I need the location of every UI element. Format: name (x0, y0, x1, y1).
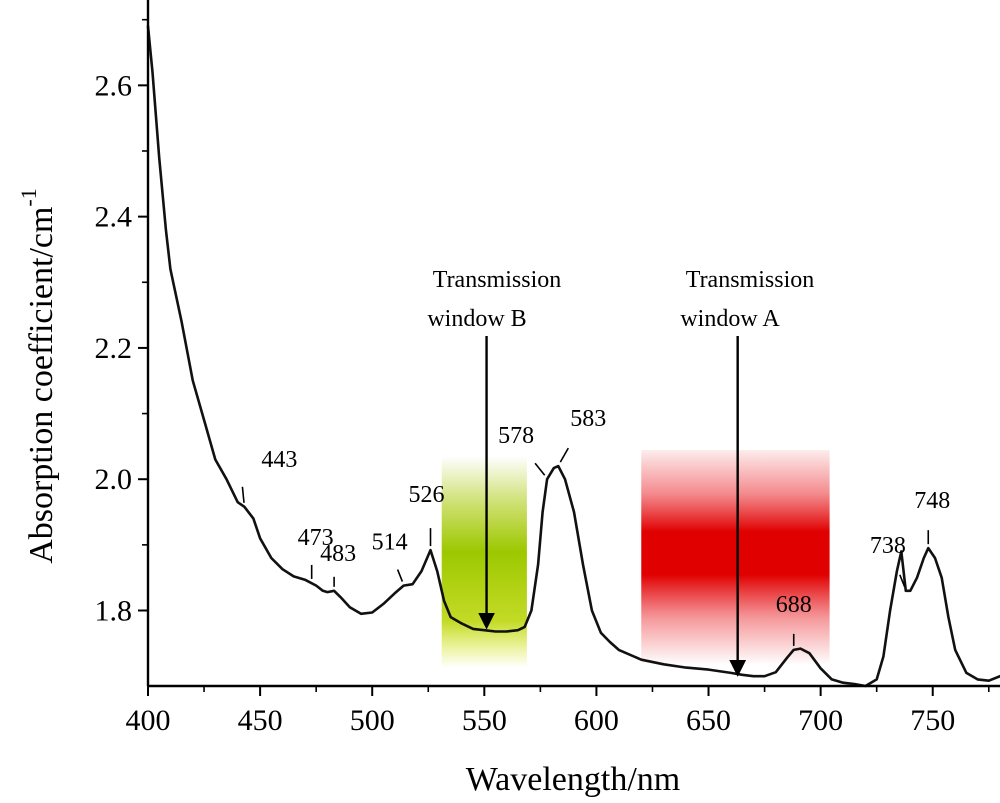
transmission-band-a (641, 450, 830, 665)
axes (146, 0, 1000, 688)
peak-label-443: 443 (261, 447, 297, 473)
peak-leader-line (559, 447, 569, 463)
window-label-line2: window A (680, 306, 780, 332)
x-tick-label: 650 (686, 704, 731, 737)
y-axis-title-sup: -1 (16, 188, 41, 206)
peak-label-688: 688 (776, 592, 812, 618)
peak-label-583: 583 (570, 406, 606, 432)
y-axis-title-main: Absorption coefficient/cm (23, 207, 60, 564)
y-tick-label: 2.2 (95, 332, 133, 365)
window-label-line1: Transmission (686, 267, 814, 293)
y-tick-label: 1.8 (95, 595, 133, 628)
x-tick-label: 450 (238, 704, 283, 737)
x-tick-label: 600 (574, 704, 619, 737)
y-tick-label: 2.0 (95, 463, 133, 496)
x-axis-title: Wavelength/nm (466, 761, 680, 798)
peak-label-526: 526 (409, 482, 445, 508)
y-tick-label: 2.6 (95, 69, 133, 102)
x-tick-label: 750 (910, 704, 955, 737)
window-annotations: Transmission window B Transmission window A (427, 267, 814, 677)
tick-marks: 400 450 500 550 600 650 700 750 1.8 2.0 2.2 2.4 2.6 (95, 18, 990, 737)
x-tick-label: 500 (350, 704, 395, 737)
peak-label-473: 473 (298, 525, 334, 551)
y-tick-label: 2.4 (95, 201, 133, 234)
peak-label-578: 578 (498, 423, 534, 449)
peak-leader-line (534, 462, 546, 476)
x-tick-label: 400 (126, 704, 171, 737)
peak-leader-line (396, 569, 404, 582)
peak-label-738: 738 (870, 533, 906, 559)
peak-label-748: 748 (914, 488, 950, 514)
peak-label-514: 514 (372, 530, 408, 556)
peak-leader-line (899, 574, 906, 588)
x-tick-label: 700 (798, 704, 843, 737)
transmission-band-b (441, 456, 527, 668)
window-label-line2: window B (427, 306, 526, 332)
spectrum-series (146, 25, 1000, 688)
spectrum-line (146, 25, 1000, 688)
y-axis-title: Absorption coefficient/cm-1 (16, 188, 60, 564)
transmission-bands (441, 450, 830, 668)
window-label-line1: Transmission (433, 267, 561, 293)
peak-label-483: 483 (320, 541, 356, 567)
y-axis-title-group: Absorption coefficient/cm-1 (16, 188, 60, 564)
x-tick-label: 550 (462, 704, 507, 737)
peak-leader-line (241, 486, 245, 503)
